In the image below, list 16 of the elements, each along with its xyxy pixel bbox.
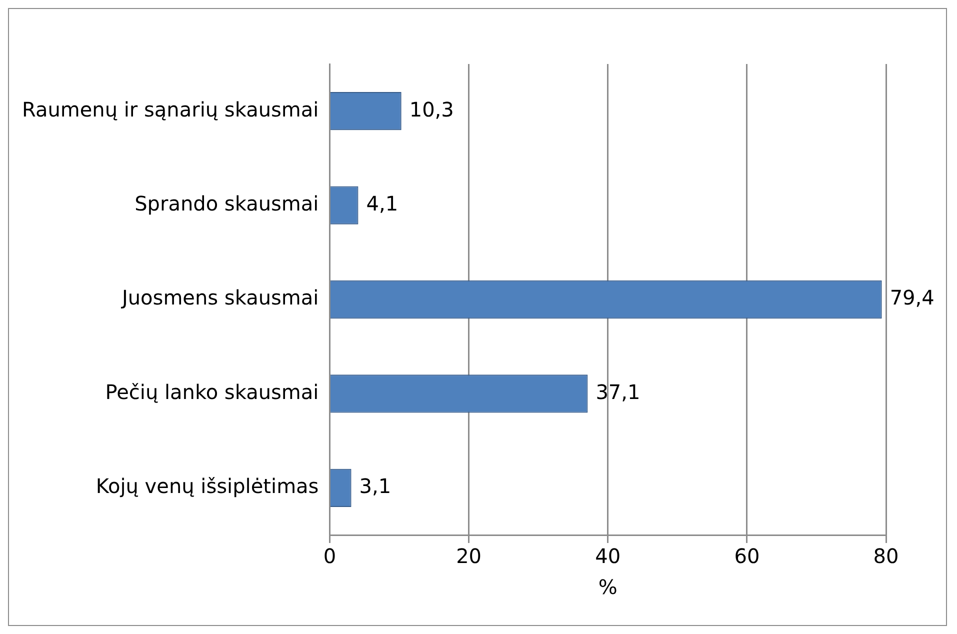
x-tick-label: 60 (734, 544, 760, 568)
data-label: 37,1 (596, 380, 640, 404)
data-label: 3,1 (359, 474, 392, 498)
data-label: 79,4 (890, 286, 934, 310)
y-tick-label: Raumenų ir sąnarių skausmai (22, 97, 319, 122)
x-tick-label: 0 (323, 544, 336, 568)
x-tick-label: 80 (873, 544, 899, 568)
x-tick-label: 20 (456, 544, 482, 568)
data-label: 4,1 (366, 192, 398, 216)
y-tick-label: Pečių lanko skausmai (105, 380, 319, 404)
x-axis-title: % (598, 575, 618, 600)
data-label: 10,3 (409, 97, 454, 122)
x-tick-label: 40 (595, 544, 621, 568)
y-tick-label: Juosmens skausmai (120, 286, 319, 310)
y-tick-label: Kojų venų išsiplėtimas (96, 474, 319, 498)
y-tick-label: Sprando skausmai (134, 192, 319, 216)
